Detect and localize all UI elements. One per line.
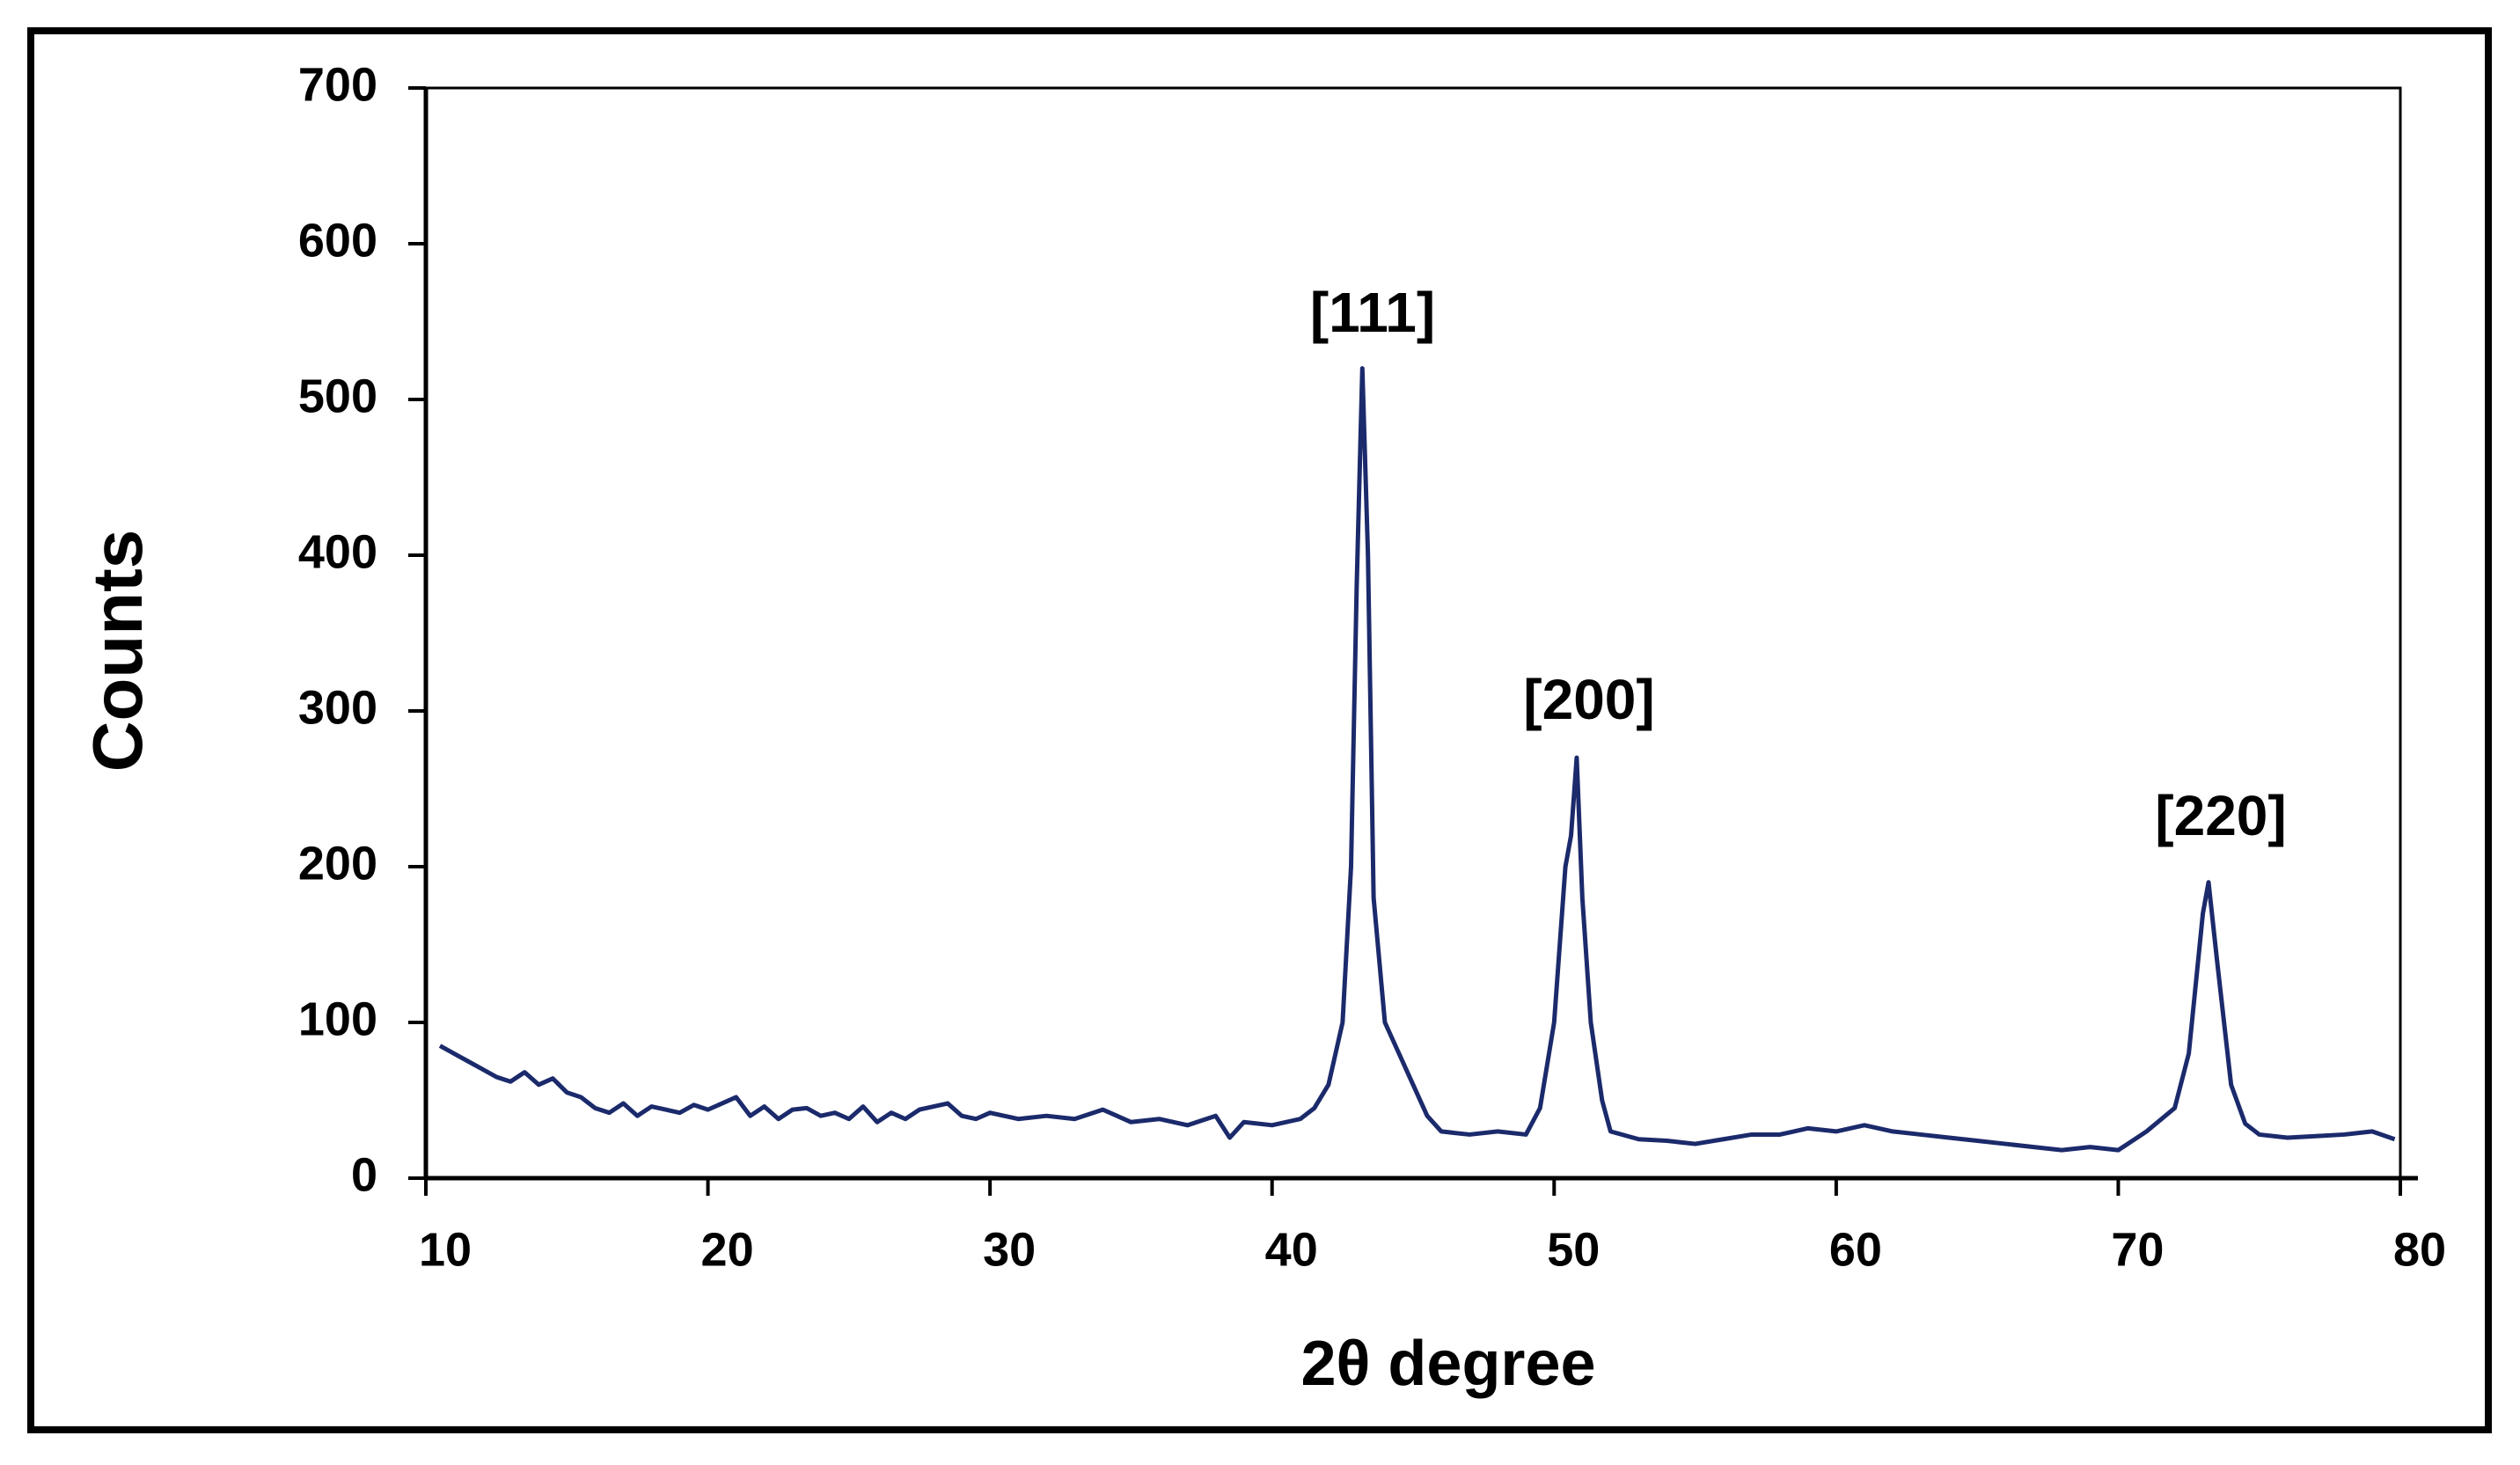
peak-label: [200] [1523,668,1654,731]
x-tick-label: 60 [1829,1223,1882,1276]
y-tick-label: 400 [298,525,377,578]
x-tick-label: 80 [2393,1223,2446,1276]
y-axis-title: Counts [78,530,157,773]
y-tick-label: 300 [298,681,377,734]
outer-border [27,27,2492,1433]
x-axis-title: 2θ degree [1300,1329,1595,1399]
x-tick-label: 10 [419,1223,472,1276]
x-tick-label: 20 [701,1223,754,1276]
data-line [438,366,2396,1153]
x-tick-label: 40 [1265,1223,1318,1276]
y-tick-label: 600 [298,214,377,267]
x-tick-label: 50 [1547,1223,1600,1276]
peak-label: [220] [2155,784,2286,847]
y-tick-label: 100 [298,993,377,1045]
x-tick-label: 70 [2111,1223,2164,1276]
plot-frame [424,86,2402,1180]
y-tick-label: 200 [298,837,377,890]
peak-label: [111] [1310,281,1435,344]
y-tick-label: 500 [298,370,377,422]
y-tick-label: 0 [351,1148,377,1201]
x-tick-label: 30 [983,1223,1036,1276]
y-tick-label: 700 [298,58,377,111]
